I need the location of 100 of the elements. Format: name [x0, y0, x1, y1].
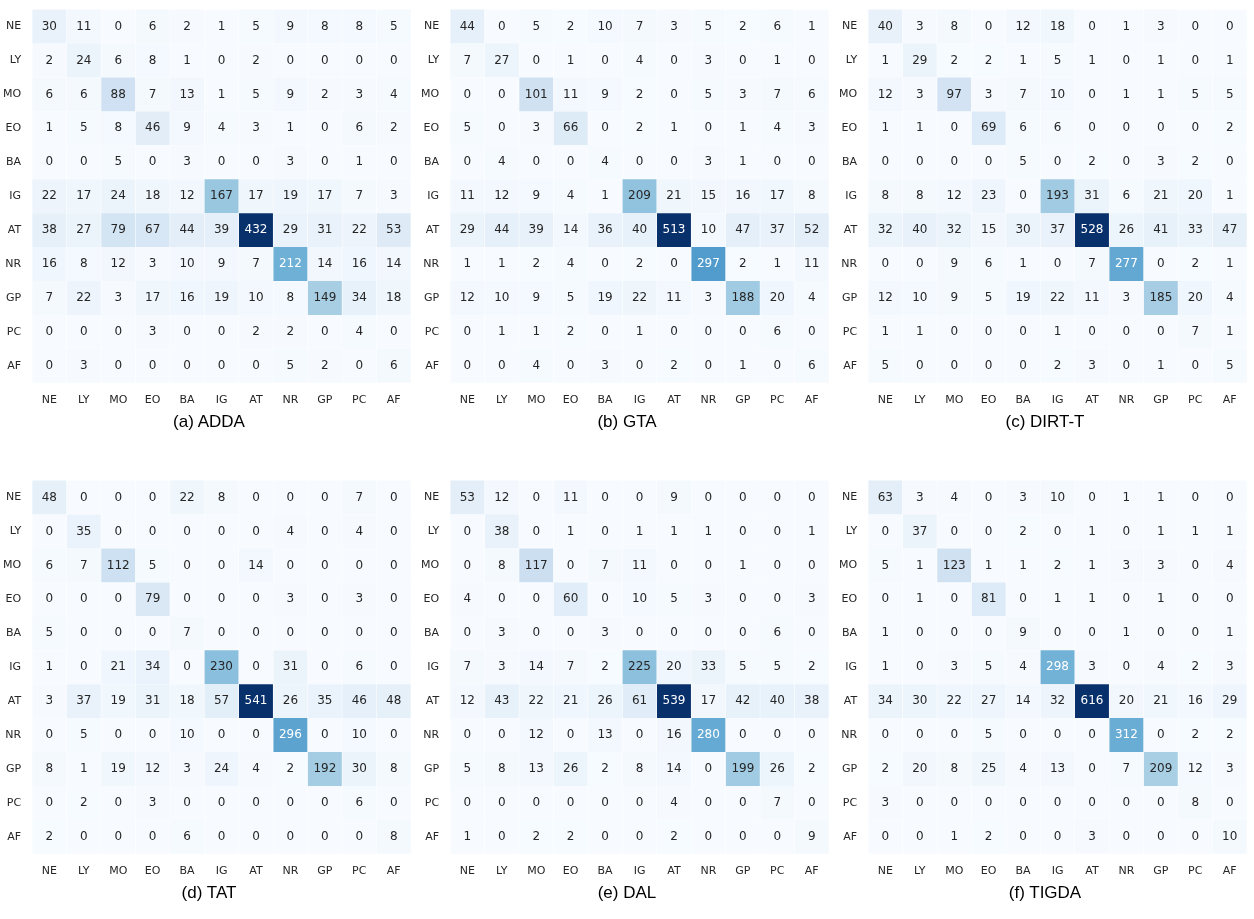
data-label: 12 — [459, 693, 476, 708]
y-tick-label: LY — [845, 524, 858, 538]
x-tick-label: AT — [667, 864, 681, 878]
data-label: 0 — [635, 828, 644, 843]
data-label: 31 — [317, 222, 333, 237]
data-label: 0 — [566, 557, 575, 572]
data-label: 0 — [321, 324, 329, 339]
data-label: 9 — [183, 120, 191, 135]
data-label: 4 — [566, 256, 575, 271]
data-label: 167 — [210, 188, 233, 203]
data-label: 7 — [45, 290, 54, 305]
y-tick-label: PC — [424, 795, 440, 809]
data-label: 7 — [183, 625, 191, 640]
data-label: 0 — [670, 557, 678, 572]
data-label: 0 — [321, 52, 329, 67]
data-label: 7 — [355, 489, 364, 504]
x-tick-label: IG — [215, 864, 228, 878]
data-label: 17 — [317, 188, 333, 203]
data-label: 5 — [252, 86, 260, 101]
data-label: 1 — [45, 659, 54, 674]
data-label: 0 — [773, 727, 782, 742]
data-label: 4 — [355, 324, 364, 339]
data-label: 0 — [463, 154, 472, 169]
data-label: 0 — [704, 489, 713, 504]
x-tick-label: AF — [804, 393, 819, 407]
x-tick-label: EO — [562, 393, 579, 407]
data-label: 0 — [252, 357, 260, 372]
data-label: 0 — [773, 828, 782, 843]
y-tick-label: NE — [841, 490, 858, 504]
data-label: 3 — [1088, 357, 1096, 372]
data-label: 1 — [1019, 256, 1027, 271]
data-label: 0 — [984, 523, 993, 538]
data-label: 26 — [1118, 222, 1135, 237]
y-tick-label: GP — [841, 761, 858, 775]
data-label: 0 — [321, 659, 329, 674]
data-label: 0 — [497, 120, 506, 135]
data-label: 9 — [670, 489, 678, 504]
data-label: 1 — [807, 18, 816, 33]
data-label: 2 — [670, 828, 678, 843]
data-label: 0 — [183, 591, 191, 606]
x-tick-label: EO — [980, 393, 997, 407]
data-label: 3 — [704, 591, 713, 606]
y-tick-label: BA — [424, 155, 440, 169]
data-label: 0 — [286, 795, 295, 810]
x-tick-label: NR — [282, 393, 299, 407]
data-label: 0 — [114, 357, 123, 372]
data-label: 20 — [666, 659, 682, 674]
data-label: 0 — [601, 256, 609, 271]
y-tick-label: NR — [423, 256, 440, 270]
data-label: 38 — [494, 523, 510, 538]
data-label: 3 — [984, 86, 993, 101]
data-label: 0 — [566, 727, 575, 742]
data-label: 30 — [912, 693, 928, 708]
x-tick-label: PC — [770, 864, 785, 878]
data-label: 22 — [41, 188, 58, 203]
data-label: 5 — [773, 659, 782, 674]
data-label: 296 — [278, 727, 302, 742]
data-label: 0 — [497, 357, 506, 372]
y-tick-label: AF — [843, 358, 858, 372]
data-label: 0 — [463, 324, 472, 339]
data-label: 0 — [881, 523, 890, 538]
data-label: 0 — [635, 795, 644, 810]
y-tick-label: AT — [843, 222, 858, 236]
y-tick-label: BA — [6, 155, 22, 169]
data-label: 277 — [1114, 256, 1138, 271]
data-label: 44 — [459, 18, 476, 33]
data-label: 2 — [1053, 557, 1062, 572]
data-label: 1 — [1088, 523, 1096, 538]
data-label: 4 — [389, 86, 398, 101]
data-label: 0 — [881, 828, 890, 843]
data-label: 1 — [1225, 256, 1234, 271]
data-label: 0 — [1088, 18, 1096, 33]
data-label: 11 — [804, 256, 820, 271]
data-label: 2 — [1088, 154, 1096, 169]
data-label: 2 — [252, 324, 260, 339]
y-tick-label: EO — [841, 592, 858, 606]
data-label: 1 — [739, 154, 747, 169]
data-label: 0 — [79, 828, 88, 843]
data-label: 0 — [183, 557, 191, 572]
data-label: 1 — [1053, 591, 1062, 606]
data-label: 0 — [114, 625, 123, 640]
data-label: 1 — [601, 188, 609, 203]
data-label: 0 — [1122, 120, 1131, 135]
data-label: 36 — [597, 222, 613, 237]
data-label: 35 — [76, 523, 92, 538]
data-label: 66 — [563, 120, 579, 135]
data-label: 42 — [735, 693, 751, 708]
x-tick-label: LY — [496, 864, 508, 878]
data-label: 81 — [981, 591, 997, 606]
y-tick-label: MO — [838, 558, 858, 572]
data-label: 0 — [45, 523, 54, 538]
x-tick-label: MO — [109, 393, 128, 407]
x-tick-label: AF — [386, 864, 401, 878]
data-label: 8 — [355, 18, 364, 33]
data-label: 5 — [1225, 86, 1234, 101]
data-label: 2 — [601, 659, 609, 674]
data-label: 0 — [1225, 591, 1234, 606]
data-label: 1 — [355, 154, 364, 169]
data-label: 6 — [1053, 120, 1062, 135]
data-label: 0 — [217, 357, 226, 372]
